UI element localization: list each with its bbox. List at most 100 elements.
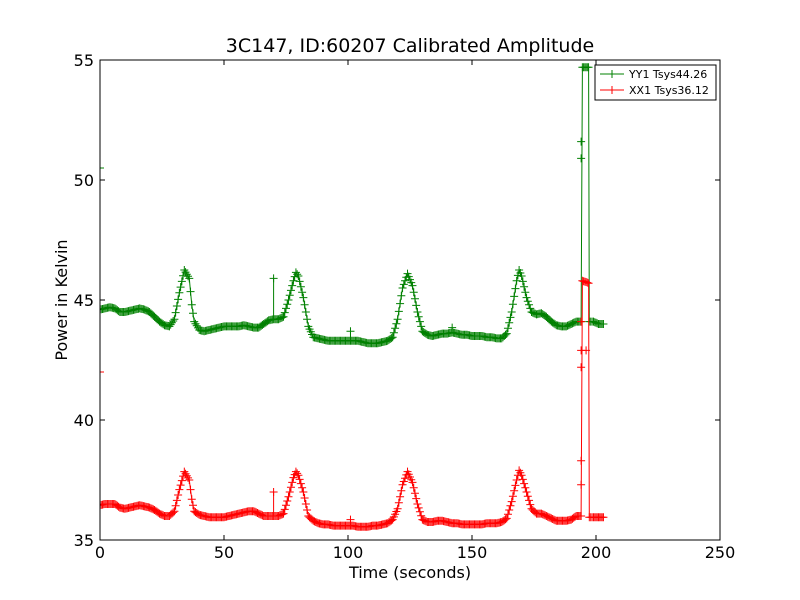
data-point-yy1 [393, 315, 402, 324]
data-point-yy1 [397, 291, 406, 300]
data-point-yy1 [279, 312, 288, 321]
data-point-yy1 [413, 308, 422, 316]
data-point-yy1 [284, 296, 293, 304]
data-point-yy1 [387, 334, 396, 343]
data-point-xx1 [409, 483, 418, 492]
spike-marker-yy1 [269, 274, 278, 283]
data-point-yy1 [512, 276, 521, 285]
data-point-xx1 [181, 469, 190, 478]
data-point-xx1 [303, 506, 312, 514]
data-point-yy1 [176, 283, 185, 292]
data-point-xx1 [511, 481, 520, 490]
chart-title: 3C147, ID:60207 Calibrated Amplitude [226, 35, 594, 57]
data-point-yy1 [599, 320, 608, 328]
data-point-xx1 [300, 494, 309, 502]
data-point-yy1 [505, 318, 514, 327]
data-point-yy1 [412, 301, 421, 310]
data-point-xx1 [397, 486, 406, 495]
data-point-yy1 [296, 282, 305, 291]
data-point-xx1 [413, 500, 422, 508]
extra-marker-xx1 [577, 456, 586, 465]
data-point-xx1 [525, 496, 534, 505]
legend: YY1 Tsys44.26 XX1 Tsys36.12 [594, 64, 717, 101]
data-point-yy1 [507, 308, 516, 316]
data-point-xx1 [507, 497, 516, 506]
data-point-xx1 [398, 480, 407, 489]
legend-label-xx1: XX1 Tsys36.12 [629, 84, 709, 97]
data-point-yy1 [410, 294, 419, 303]
data-point-yy1 [520, 282, 529, 291]
x-tick-label: 0 [95, 543, 105, 562]
data-point-xx1 [415, 507, 424, 516]
data-point-xx1 [584, 279, 593, 288]
data-point-yy1 [192, 321, 201, 330]
data-point-xx1 [577, 512, 586, 520]
data-point-xx1 [401, 474, 410, 483]
data-point-yy1 [388, 333, 397, 342]
data-point-yy1 [392, 319, 401, 328]
data-point-yy1 [172, 302, 181, 310]
data-point-xx1 [523, 492, 532, 501]
data-point-yy1 [517, 272, 526, 280]
data-point-yy1 [521, 288, 530, 297]
data-point-xx1 [399, 477, 408, 486]
data-point-xx1 [506, 501, 515, 510]
data-point-yy1 [177, 277, 186, 286]
extra-marker-xx1 [577, 317, 586, 326]
extra-marker-yy1 [577, 154, 586, 163]
data-point-xx1 [396, 492, 405, 501]
series-layer [100, 63, 608, 531]
data-point-yy1 [584, 63, 593, 72]
data-point-xx1 [187, 495, 196, 504]
data-point-yy1 [189, 309, 197, 318]
data-point-yy1 [501, 330, 510, 339]
y-tick-label: 55 [74, 51, 94, 70]
legend-label-yy1: YY1 Tsys44.26 [628, 68, 707, 81]
data-point-xx1 [294, 471, 303, 480]
data-point-yy1 [190, 317, 199, 326]
data-point-xx1 [185, 476, 194, 484]
data-point-yy1 [282, 304, 290, 313]
legend-marker-xx1 [608, 86, 616, 94]
data-point-xx1 [172, 496, 181, 505]
data-point-yy1 [170, 315, 179, 324]
data-point-yy1 [169, 317, 178, 325]
data-point-xx1 [171, 501, 180, 510]
data-point-xx1 [284, 492, 293, 501]
data-point-xx1 [502, 514, 511, 523]
data-point-yy1 [191, 319, 200, 328]
x-tick-label: 150 [457, 543, 488, 562]
data-point-xx1 [583, 278, 592, 287]
data-point-xx1 [394, 498, 403, 507]
data-point-yy1 [301, 308, 310, 316]
data-point-yy1 [171, 308, 180, 317]
data-point-xx1 [186, 485, 195, 494]
data-point-yy1 [522, 293, 531, 302]
data-point-xx1 [282, 501, 290, 510]
data-point-yy1 [518, 277, 527, 286]
data-point-xx1 [189, 501, 197, 510]
data-point-yy1 [187, 300, 196, 309]
data-point-xx1 [505, 506, 514, 514]
data-point-yy1 [175, 288, 184, 297]
data-point-xx1 [288, 478, 297, 487]
data-point-yy1 [298, 288, 307, 297]
data-point-xx1 [184, 473, 193, 482]
data-point-yy1 [525, 300, 534, 309]
x-tick-label: 50 [214, 543, 234, 562]
data-point-xx1 [512, 476, 521, 484]
data-point-xx1 [285, 488, 294, 496]
data-point-xx1 [417, 511, 426, 520]
data-point-yy1 [283, 300, 292, 309]
data-point-xx1 [169, 508, 178, 517]
x-tick-label: 250 [705, 543, 736, 562]
data-point-yy1 [408, 281, 417, 290]
data-point-xx1 [410, 489, 419, 498]
extra-marker-xx1 [577, 480, 586, 489]
data-point-yy1 [398, 284, 407, 292]
data-point-yy1 [506, 313, 515, 322]
spike-marker-yy1 [346, 327, 355, 336]
data-point-yy1 [409, 288, 418, 297]
data-point-yy1 [181, 268, 190, 277]
